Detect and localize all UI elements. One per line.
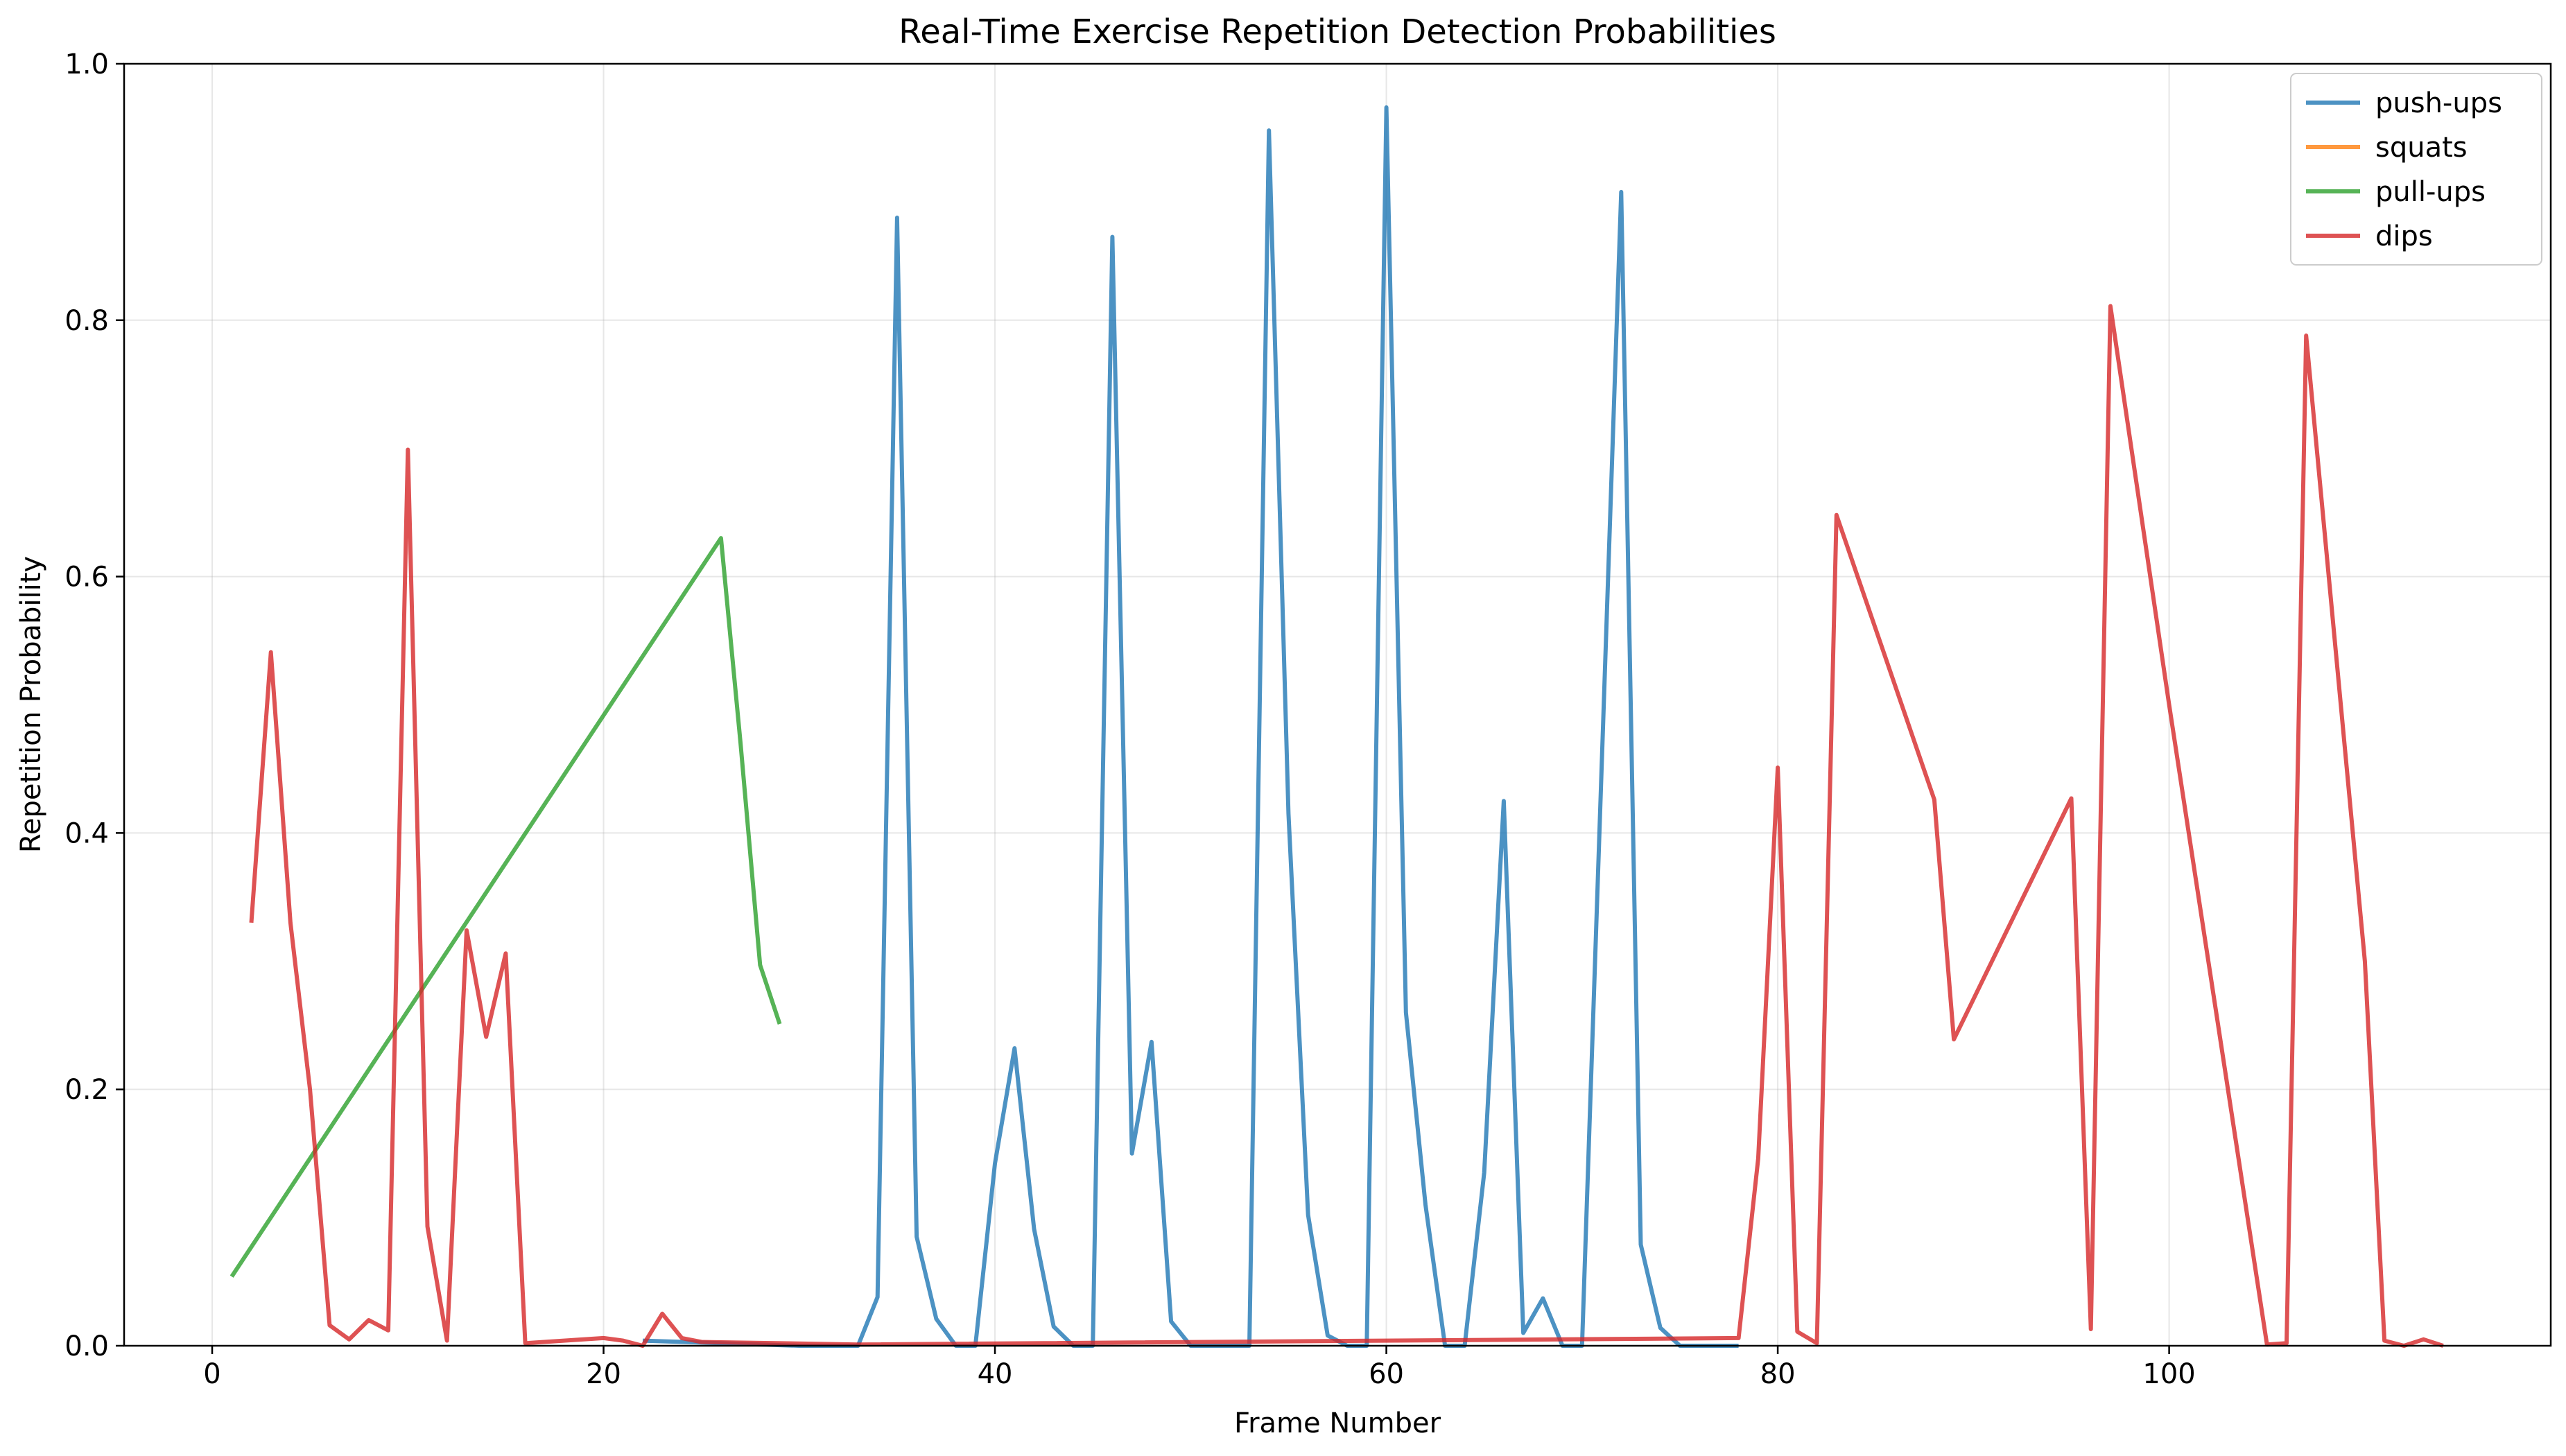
y-axis-label: Repetition Probability [15,556,47,853]
plot-frame [123,62,2552,1347]
y-tick-label-3: 0.6 [64,562,109,593]
x-axis-label: Frame Number [1234,1407,1441,1439]
x-tick-label-2: 40 [978,1358,1013,1390]
legend: push-ups squats pull-ups dips [2290,73,2542,266]
legend-label-push-ups: push-ups [2375,87,2502,119]
y-tick-label-0: 0.0 [64,1331,109,1362]
y-tick-label-1: 0.2 [64,1074,109,1106]
y-tick-label-2: 0.4 [64,817,109,849]
legend-label-dips: dips [2375,220,2433,252]
legend-label-squats: squats [2375,132,2468,164]
series-line-dips [249,304,2444,1348]
x-tick-label-5: 100 [2142,1358,2195,1390]
y-tick-label-5: 1.0 [64,49,109,80]
legend-box [2290,73,2542,266]
series-line-pull-ups [229,536,782,1278]
x-tick-label-4: 80 [1760,1358,1796,1390]
x-tick-label-1: 20 [586,1358,621,1390]
chart-title: Real-Time Exercise Repetition Detection … [899,12,1776,51]
plot-area [124,64,2551,1346]
ticks: 0 20 40 60 80 100 0.0 0.2 0.4 0.6 0.8 1.0 [64,49,2195,1390]
legend-label-pull-ups: pull-ups [2375,176,2486,208]
x-tick-label-0: 0 [203,1358,220,1390]
y-tick-label-4: 0.8 [64,305,109,337]
x-tick-label-3: 60 [1369,1358,1404,1390]
